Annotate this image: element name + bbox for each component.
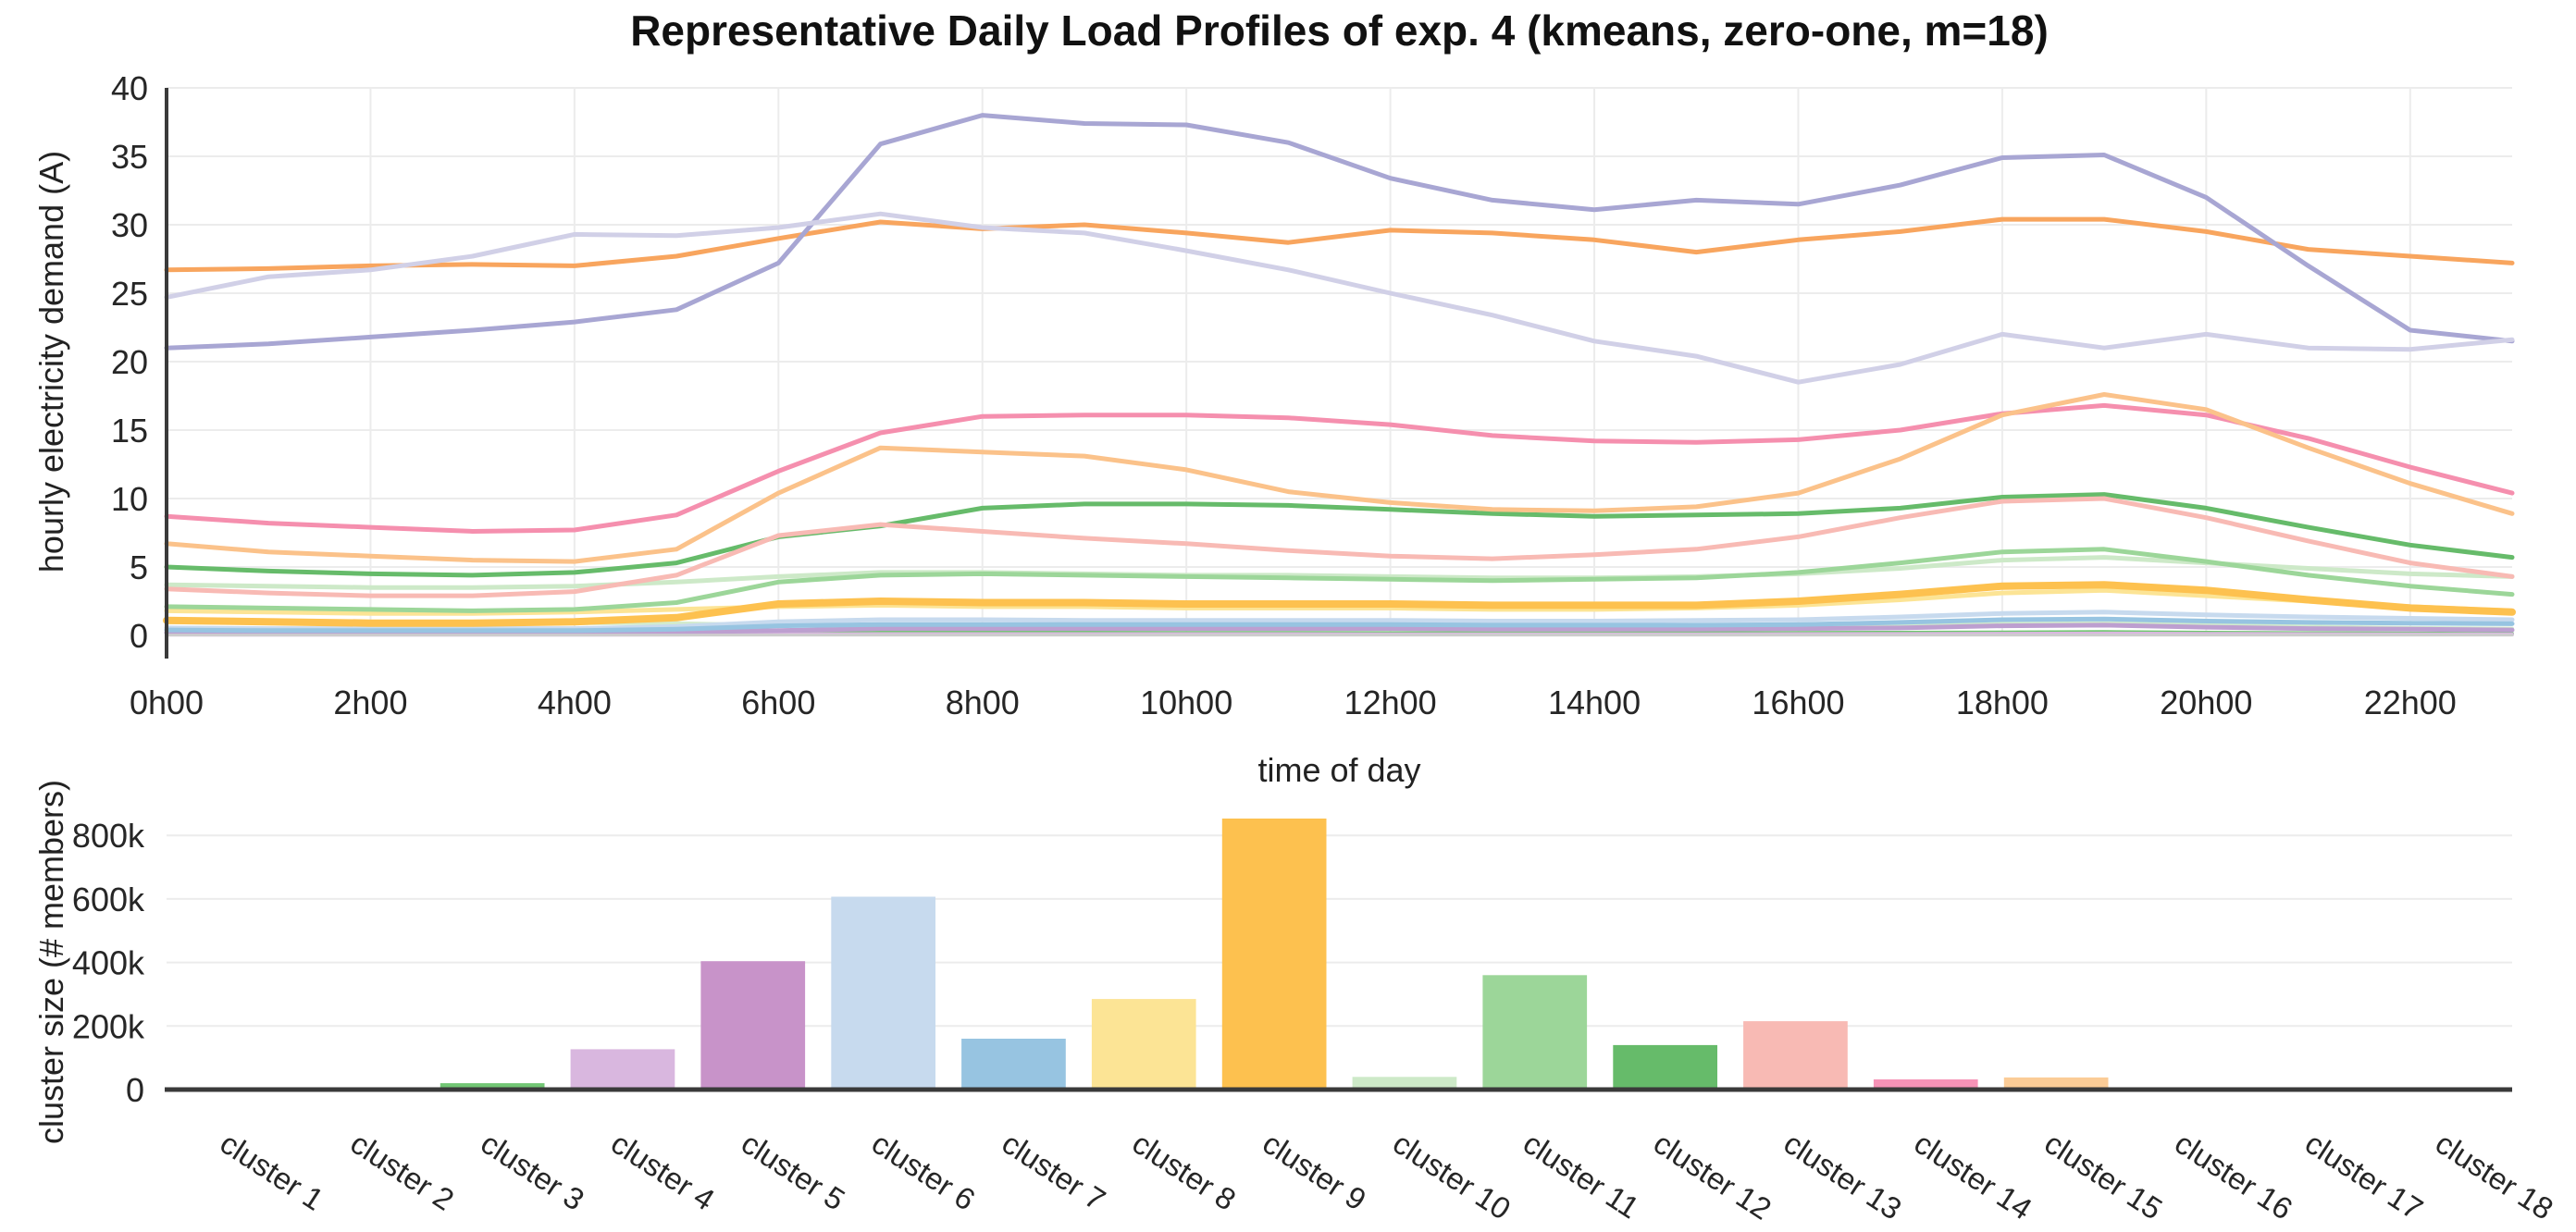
bottom-category-label: cluster 12 xyxy=(1648,1126,1777,1226)
top-x-tick-label: 8h00 xyxy=(946,684,1020,721)
top-x-tick-label: 18h00 xyxy=(1956,684,2049,721)
line-cluster-16 xyxy=(164,113,2515,351)
top-y-tick-label: 0 xyxy=(130,617,148,655)
bottom-category-label: cluster 8 xyxy=(1126,1126,1242,1217)
bar-cluster-6 xyxy=(831,896,935,1090)
bottom-category-label: cluster 17 xyxy=(2299,1126,2429,1226)
bottom-category-label: cluster 11 xyxy=(1517,1126,1645,1226)
bottom-y-tick-label: 600k xyxy=(72,881,145,918)
bottom-category-label: cluster 7 xyxy=(997,1126,1112,1217)
line-cluster-10 xyxy=(164,555,2515,590)
top-x-tick-label: 14h00 xyxy=(1548,684,1641,721)
line-cluster-9 xyxy=(163,581,2516,627)
bottom-category-label: cluster 16 xyxy=(2169,1126,2298,1226)
top-x-tick-label: 0h00 xyxy=(130,684,204,721)
top-x-tick-label: 2h00 xyxy=(333,684,407,721)
bar-cluster-15 xyxy=(2003,1077,2109,1090)
line-cluster-2 xyxy=(164,216,2515,273)
line-cluster-7 xyxy=(164,616,2515,634)
bottom-category-label: cluster 9 xyxy=(1257,1126,1372,1217)
top-x-tick-label: 6h00 xyxy=(741,684,815,721)
top-x-tick-label: 4h00 xyxy=(538,684,612,721)
top-y-tick-label: 15 xyxy=(111,412,148,450)
bottom-category-label: cluster 6 xyxy=(866,1126,982,1217)
line-cluster-11 xyxy=(164,547,2515,613)
bar-cluster-14 xyxy=(1873,1079,1978,1090)
top-y-tick-label: 40 xyxy=(111,69,148,107)
bar-cluster-9 xyxy=(1221,819,1327,1090)
bottom-y-tick-label: 400k xyxy=(72,944,145,982)
top-y-tick-label: 30 xyxy=(111,206,148,244)
bottom-category-label: cluster 5 xyxy=(736,1126,851,1217)
bar-cluster-7 xyxy=(961,1039,1066,1090)
line-cluster-13 xyxy=(164,496,2515,598)
bottom-category-label: cluster 2 xyxy=(344,1126,460,1217)
bar-cluster-8 xyxy=(1091,999,1196,1090)
bar-cluster-12 xyxy=(1613,1044,1717,1090)
bottom-category-label: cluster 14 xyxy=(1908,1126,2037,1226)
bottom-category-label: cluster 15 xyxy=(2038,1126,2168,1226)
top-y-tick-label: 5 xyxy=(130,548,148,586)
top-y-tick-label: 25 xyxy=(111,275,148,313)
top-y-tick-label: 10 xyxy=(111,480,148,518)
bottom-category-label: cluster 4 xyxy=(605,1126,721,1217)
top-x-tick-label: 12h00 xyxy=(1344,684,1437,721)
top-x-tick-label: 16h00 xyxy=(1752,684,1844,721)
line-cluster-12 xyxy=(164,492,2515,578)
bottom-category-label: cluster 18 xyxy=(2430,1126,2559,1226)
line-cluster-14 xyxy=(164,402,2515,534)
line-cluster-17 xyxy=(164,211,2515,385)
top-chart-x-axis-label: time of day xyxy=(1257,751,1421,789)
bottom-y-tick-label: 0 xyxy=(126,1071,144,1109)
top-y-tick-label: 20 xyxy=(111,343,148,381)
bottom-category-label: cluster 3 xyxy=(475,1126,590,1217)
bottom-category-label: cluster 13 xyxy=(1778,1126,1908,1226)
top-x-tick-label: 22h00 xyxy=(2364,684,2457,721)
bar-cluster-3 xyxy=(440,1083,545,1090)
top-y-tick-label: 35 xyxy=(111,138,148,176)
line-cluster-8 xyxy=(164,587,2515,616)
bottom-y-tick-label: 200k xyxy=(72,1007,145,1045)
figure-title: Representative Daily Load Profiles of ex… xyxy=(630,6,2049,55)
bar-cluster-13 xyxy=(1743,1021,1848,1090)
top-x-tick-label: 20h00 xyxy=(2160,684,2252,721)
bottom-y-tick-label: 800k xyxy=(72,817,145,855)
line-cluster-15 xyxy=(164,392,2515,564)
bottom-category-label: cluster 1 xyxy=(215,1126,330,1217)
bar-cluster-4 xyxy=(570,1049,675,1090)
bar-cluster-11 xyxy=(1482,975,1588,1090)
top-x-tick-label: 10h00 xyxy=(1140,684,1232,721)
bar-cluster-10 xyxy=(1352,1077,1457,1090)
bar-cluster-5 xyxy=(700,961,806,1090)
bottom-category-label: cluster 10 xyxy=(1387,1126,1517,1226)
